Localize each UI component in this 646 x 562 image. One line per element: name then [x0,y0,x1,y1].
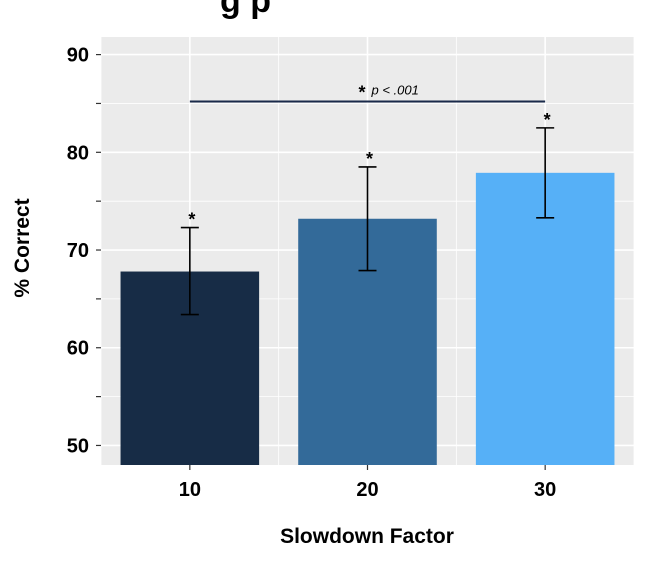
significance-star-30: * [544,110,551,130]
x-axis: 10 20 30 [179,465,556,501]
error-bars [180,127,555,316]
y-axis-title: % Correct [11,198,34,297]
significance-stars: * * * [188,110,550,230]
comparison-star: * [358,82,365,102]
y-tick-label: 70 [67,240,89,262]
y-tick-label: 50 [67,435,89,457]
bar-30 [475,172,615,465]
y-tick-label: 90 [67,45,89,67]
chart-title-partial: g p [220,0,271,20]
y-tick-label: 60 [67,338,89,360]
error-bar-30 [536,127,555,219]
x-axis-title: Slowdown Factor [280,525,454,548]
comparison-bracket: * p < .001 [189,82,546,103]
error-bar-20 [358,166,377,272]
significance-star-20: * [366,149,373,169]
x-tick-label: 10 [179,479,201,501]
significance-star-10: * [188,210,195,230]
x-tick-label: 30 [534,479,556,501]
x-tick-label: 20 [356,479,378,501]
error-bar-10 [180,226,199,316]
y-axis: 50 60 70 80 90 [67,45,101,457]
comparison-label: p < .001 [371,82,419,97]
y-tick-label: 80 [67,142,89,164]
